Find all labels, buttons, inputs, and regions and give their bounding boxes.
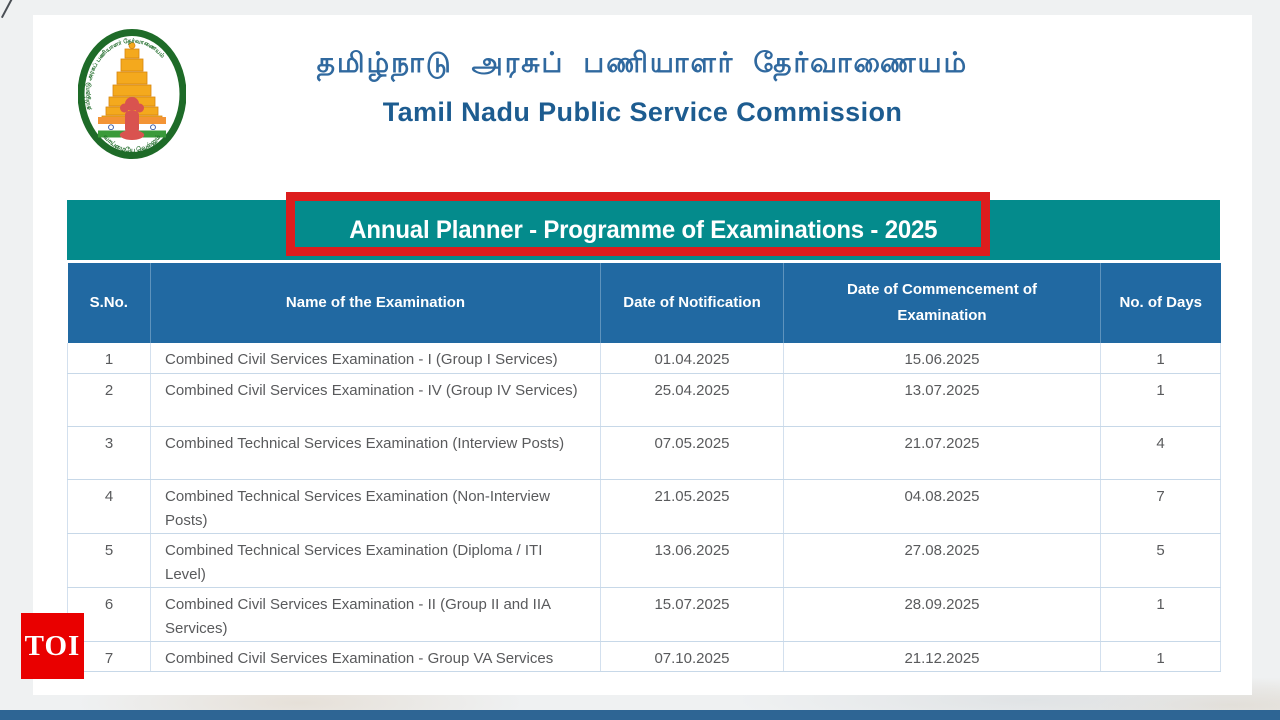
col-header-sno: S.No. <box>67 263 151 343</box>
cell-notification-date: 25.04.2025 <box>600 373 784 427</box>
table-row: 7 Combined Civil Services Examination - … <box>67 641 1221 672</box>
cell-commencement-date: 21.07.2025 <box>783 426 1101 480</box>
cell-notification-date: 13.06.2025 <box>600 533 784 588</box>
toi-watermark-label: TOI <box>24 629 81 662</box>
bottom-blue-bar <box>0 710 1280 720</box>
table-row: 2 Combined Civil Services Examination - … <box>67 373 1221 427</box>
cell-commencement-date: 04.08.2025 <box>783 479 1101 534</box>
cell-notification-date: 15.07.2025 <box>600 587 784 642</box>
cell-days: 1 <box>1100 373 1221 427</box>
title-english: Tamil Nadu Public Service Commission <box>382 97 903 127</box>
cell-commencement-date: 13.07.2025 <box>783 373 1101 427</box>
planner-banner: Annual Planner - Programme of Examinatio… <box>67 200 1220 260</box>
cell-days: 1 <box>1100 343 1221 374</box>
col-header-days: No. of Days <box>1100 263 1221 343</box>
cell-commencement-date: 28.09.2025 <box>783 587 1101 642</box>
cell-exam-name: Combined Civil Services Examination - II… <box>150 587 601 642</box>
cell-sno: 3 <box>67 426 151 480</box>
gopuram-finial <box>128 42 136 49</box>
cell-exam-name: Combined Civil Services Examination - Gr… <box>150 641 601 672</box>
table-row: 5 Combined Technical Services Examinatio… <box>67 533 1221 588</box>
cell-exam-name: Combined Civil Services Examination - IV… <box>150 373 601 427</box>
cell-exam-name: Combined Technical Services Examination … <box>150 426 601 480</box>
exam-planner-table-container: S.No. Name of the Examination Date of No… <box>67 263 1221 672</box>
corner-artifact-line <box>0 0 14 19</box>
cell-sno: 2 <box>67 373 151 427</box>
cell-days: 5 <box>1100 533 1221 588</box>
table-row: 1 Combined Civil Services Examination - … <box>67 343 1221 374</box>
cell-notification-date: 07.10.2025 <box>600 641 784 672</box>
table-row: 6 Combined Civil Services Examination - … <box>67 587 1221 642</box>
tnpsc-emblem-logo: தமிழ்நாடு அரசுப் பணியாளர் தேர்வாணையம் வா… <box>78 29 186 159</box>
cell-sno: 4 <box>67 479 151 534</box>
cell-exam-name: Combined Technical Services Examination … <box>150 479 601 534</box>
cell-days: 4 <box>1100 426 1221 480</box>
planner-banner-title: Annual Planner - Programme of Examinatio… <box>349 215 938 244</box>
document-header: தமிழ்நாடு அரசுப் பணியாளர் தேர்வாணையம் வா… <box>33 15 1252 200</box>
document-card: தமிழ்நாடு அரசுப் பணியாளர் தேர்வாணையம் வா… <box>33 15 1252 695</box>
col-header-exam-name: Name of the Examination <box>150 263 601 343</box>
cell-notification-date: 01.04.2025 <box>600 343 784 374</box>
cell-notification-date: 21.05.2025 <box>600 479 784 534</box>
cell-exam-name: Combined Technical Services Examination … <box>150 533 601 588</box>
table-row: 3 Combined Technical Services Examinatio… <box>67 426 1221 480</box>
toi-watermark-badge: TOI <box>21 613 84 679</box>
cell-commencement-date: 27.08.2025 <box>783 533 1101 588</box>
col-header-commencement-date: Date of Commencement of Examination <box>783 263 1101 343</box>
cell-sno: 5 <box>67 533 151 588</box>
exam-planner-table: S.No. Name of the Examination Date of No… <box>67 263 1221 672</box>
header-titles: தமிழ்நாடு அரசுப் பணியாளர் தேர்வாணையம் Ta… <box>33 15 1252 128</box>
cell-days: 1 <box>1100 641 1221 672</box>
cell-commencement-date: 21.12.2025 <box>783 641 1101 672</box>
table-row: 4 Combined Technical Services Examinatio… <box>67 479 1221 534</box>
ashoka-emblem <box>119 97 145 140</box>
title-tamil: தமிழ்நாடு அரசுப் பணியாளர் தேர்வாணையம் <box>316 48 969 79</box>
cell-sno: 1 <box>67 343 151 374</box>
table-header: S.No. Name of the Examination Date of No… <box>67 263 1221 343</box>
cell-days: 1 <box>1100 587 1221 642</box>
cell-days: 7 <box>1100 479 1221 534</box>
cell-commencement-date: 15.06.2025 <box>783 343 1101 374</box>
col-header-notification-date: Date of Notification <box>600 263 784 343</box>
cell-exam-name: Combined Civil Services Examination - I … <box>150 343 601 374</box>
cell-notification-date: 07.05.2025 <box>600 426 784 480</box>
